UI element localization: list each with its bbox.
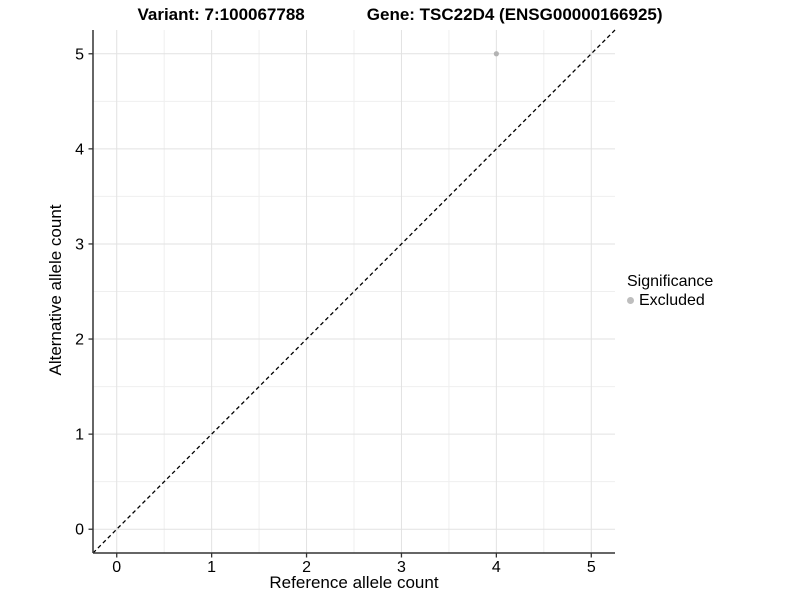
y-tick-label: 2	[75, 332, 84, 349]
y-tick-label: 0	[75, 522, 84, 539]
legend: Significance Excluded	[627, 272, 713, 310]
legend-item-excluded: Excluded	[627, 291, 713, 310]
variant-title: Variant: 7:100067788	[137, 5, 305, 24]
y-tick-label: 1	[75, 427, 84, 444]
x-axis-label: Reference allele count	[269, 573, 439, 592]
legend-title: Significance	[627, 273, 714, 290]
data-point	[493, 51, 499, 57]
x-tick-label: 4	[492, 559, 501, 576]
y-tick-label: 3	[75, 236, 84, 253]
x-tick-label: 3	[397, 559, 406, 576]
y-tick-label: 4	[75, 141, 84, 158]
y-tick-label: 5	[75, 46, 84, 63]
legend-point-icon	[627, 297, 634, 304]
x-tick-label: 0	[112, 559, 121, 576]
chart-title: Variant: 7:100067788 Gene: TSC22D4 (ENSG…	[0, 5, 800, 25]
x-tick-label: 1	[207, 559, 216, 576]
legend-item-label: Excluded	[639, 292, 705, 309]
y-axis-label: Alternative allele count	[46, 204, 65, 376]
gene-title: Gene: TSC22D4 (ENSG00000166925)	[366, 5, 663, 24]
x-tick-label: 5	[587, 559, 596, 576]
x-tick-label: 2	[302, 559, 311, 576]
